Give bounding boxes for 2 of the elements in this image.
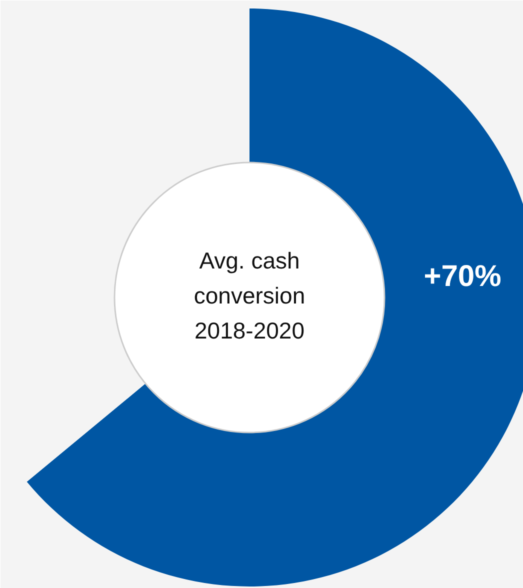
text: +70% — [424, 260, 502, 293]
text: Avg. cash conversion 2018-2020 — [194, 248, 306, 344]
